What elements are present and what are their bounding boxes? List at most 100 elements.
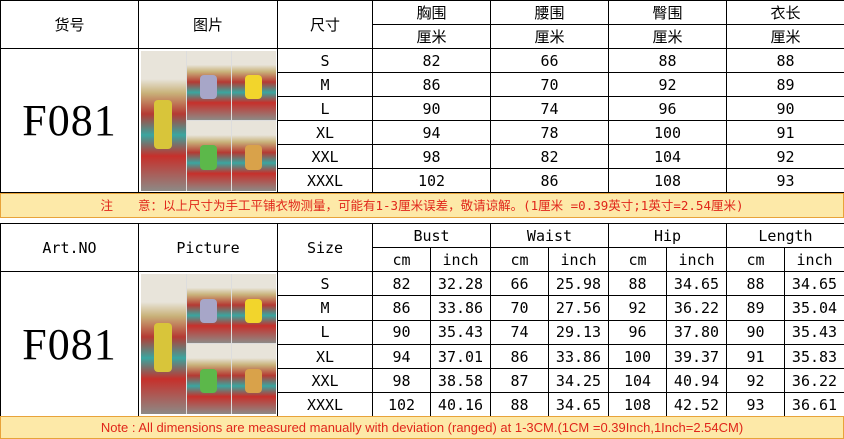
cell-value: 93 (726, 392, 785, 418)
picture-cell (138, 271, 278, 418)
header-hip: 臀围 (608, 0, 727, 25)
cell-value: 42.52 (666, 392, 727, 418)
cell-value: 87 (490, 368, 549, 394)
cell-value: 92 (608, 295, 667, 321)
cell-value: 89 (726, 295, 785, 321)
cn-note: 注 意：以上尺寸为手工平铺衣物测量，可能有1-3厘米误差，敬请谅解。(1厘米 =… (0, 193, 844, 218)
header-length: Length (726, 223, 844, 248)
cell-value: 90 (726, 319, 785, 345)
product-photo-collage (140, 274, 276, 415)
cell-size: XL (277, 343, 373, 370)
cell-value: 35.83 (784, 343, 844, 370)
cell-size: XXL (277, 144, 373, 169)
product-photo (231, 50, 276, 120)
unit-inch: inch (666, 247, 727, 272)
cell-value: 40.16 (430, 392, 491, 418)
unit-cm: cm (372, 247, 431, 272)
cell-waist: 74 (490, 96, 609, 121)
unit-cell: 厘米 (608, 24, 727, 49)
cell-value: 88 (490, 392, 549, 418)
cell-value: 34.65 (548, 392, 609, 418)
cell-value: 39.37 (666, 343, 727, 370)
product-photo (186, 120, 231, 191)
cell-value: 34.25 (548, 368, 609, 394)
product-photo-collage (140, 50, 276, 191)
header-picture: Picture (138, 223, 278, 272)
cell-waist: 70 (490, 72, 609, 97)
cell-size: L (277, 96, 373, 121)
table-row: F081 S 82 32.28 66 25.98 88 34.65 88 34.65 (0, 270, 844, 418)
cell-value: 108 (608, 392, 667, 418)
cell-size: S (277, 48, 373, 73)
cell-value: 32.28 (430, 270, 491, 297)
cell-value: 27.56 (548, 295, 609, 321)
cell-value: 94 (372, 343, 431, 370)
cell-size: XXXL (277, 392, 373, 418)
english-size-table: Art.NO Picture Size Bust Waist Hip Lengt… (0, 223, 844, 418)
chinese-size-table: 货号 图片 尺寸 胸围 腰围 臀围 衣长 厘米 厘米 厘米 厘米 F081 S 82… (0, 0, 844, 193)
product-photo (186, 344, 231, 415)
cell-bust: 86 (372, 72, 491, 97)
table-row: L 90 74 96 90 (1, 96, 844, 121)
cell-value: 37.80 (666, 319, 727, 345)
picture-cell (138, 48, 278, 193)
table-row: XXL 98 82 104 92 (1, 144, 844, 169)
art-number: F081 (0, 48, 139, 193)
table-row: XXXL 102 40.16 88 34.65 108 42.52 93 36.61 (1, 392, 844, 418)
unit-inch: inch (548, 247, 609, 272)
unit-inch: inch (430, 247, 491, 272)
cell-size: XXL (277, 368, 373, 394)
cell-value: 36.22 (666, 295, 727, 321)
cell-bust: 102 (372, 168, 491, 193)
cell-value: 74 (490, 319, 549, 345)
table-row: F081 S 82 66 88 88 (0, 48, 844, 193)
table-row: M 86 33.86 70 27.56 92 36.22 89 35.04 (1, 295, 844, 321)
cell-hip: 88 (608, 48, 727, 73)
header-bust: 胸围 (372, 0, 491, 25)
header-hip: Hip (608, 223, 727, 248)
cell-size: XL (277, 120, 373, 145)
table-row: XXXL 102 86 108 93 (1, 168, 844, 193)
cell-value: 29.13 (548, 319, 609, 345)
cell-value: 90 (372, 319, 431, 345)
cell-value: 66 (490, 270, 549, 297)
cell-length: 93 (726, 168, 844, 193)
cell-value: 104 (608, 368, 667, 394)
cell-hip: 108 (608, 168, 727, 193)
cell-hip: 100 (608, 120, 727, 145)
product-photo (140, 50, 186, 191)
cell-value: 88 (608, 270, 667, 297)
cell-value: 92 (726, 368, 785, 394)
unit-cell: 厘米 (726, 24, 844, 49)
cell-value: 35.43 (784, 319, 844, 345)
cell-value: 40.94 (666, 368, 727, 394)
cell-size: L (277, 319, 373, 345)
cell-length: 92 (726, 144, 844, 169)
cell-value: 86 (490, 343, 549, 370)
cell-value: 96 (608, 319, 667, 345)
unit-cell: 厘米 (372, 24, 491, 49)
cell-value: 34.65 (784, 270, 844, 297)
cell-length: 89 (726, 72, 844, 97)
product-photo (140, 274, 186, 415)
cell-value: 86 (372, 295, 431, 321)
cell-value: 36.22 (784, 368, 844, 394)
cell-size: S (277, 270, 373, 297)
cell-value: 35.04 (784, 295, 844, 321)
cell-waist: 78 (490, 120, 609, 145)
cell-value: 36.61 (784, 392, 844, 418)
header-art-no: 货号 (0, 0, 139, 49)
cell-value: 98 (372, 368, 431, 394)
cell-size: M (277, 72, 373, 97)
cell-value: 91 (726, 343, 785, 370)
cell-value: 70 (490, 295, 549, 321)
cell-bust: 94 (372, 120, 491, 145)
en-note: Note : All dimensions are measured manua… (0, 416, 844, 439)
cell-length: 90 (726, 96, 844, 121)
cell-value: 37.01 (430, 343, 491, 370)
product-photo (231, 344, 276, 415)
cell-hip: 96 (608, 96, 727, 121)
cell-bust: 82 (372, 48, 491, 73)
unit-inch: inch (784, 247, 844, 272)
cell-size: XXXL (277, 168, 373, 193)
